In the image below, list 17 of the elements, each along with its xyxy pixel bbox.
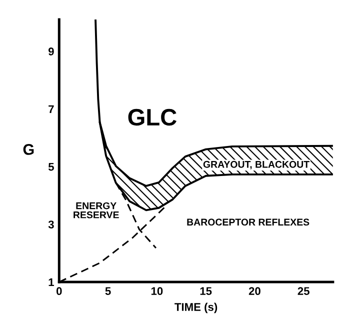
- x-tick-label: 20: [248, 287, 260, 296]
- x-tick-label: 10: [151, 287, 163, 296]
- x-axis-title: TIME (s): [174, 302, 218, 314]
- annotation: BAROCEPTOR REFLEXES: [187, 218, 310, 226]
- y-tick-label: 5: [48, 163, 54, 171]
- y-tick-label: 1: [48, 278, 54, 286]
- y-axis-title: G: [23, 144, 34, 155]
- y-tick-label: 9: [48, 48, 54, 56]
- x-tick-label: 0: [56, 287, 62, 296]
- annotation: ENERGY RESERVE: [74, 202, 119, 218]
- x-tick-label: 15: [200, 287, 212, 296]
- x-tick-label: 5: [105, 287, 111, 296]
- x-tick-label: 25: [298, 287, 310, 296]
- y-tick-label: 3: [48, 220, 54, 228]
- y-tick-label: 7: [48, 105, 54, 113]
- annotation: GRAYOUT, BLACKOUT: [203, 160, 310, 170]
- annotation: GLC: [128, 108, 177, 126]
